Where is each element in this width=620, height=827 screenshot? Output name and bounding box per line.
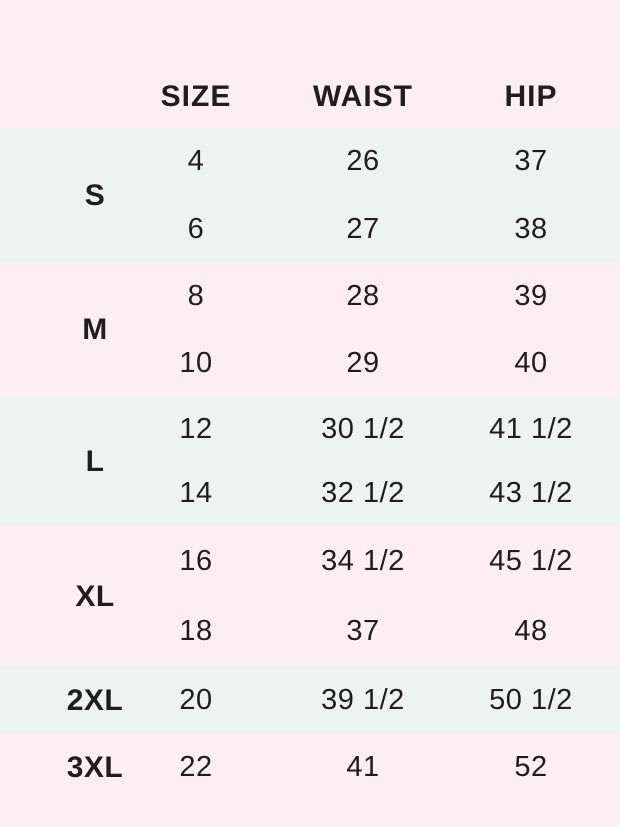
table-row: 22 41 52 (150, 734, 578, 801)
hip-cell: 39 (514, 280, 548, 312)
waist-cell: 29 (346, 347, 380, 379)
size-cell: 8 (187, 280, 205, 312)
waist-cell: 26 (346, 145, 380, 178)
size-cell: 10 (179, 347, 213, 379)
table-row: 20 39 1/2 50 1/2 (150, 667, 578, 734)
table-row: 4 26 37 (150, 128, 578, 196)
column-header-size: SIZE (160, 80, 232, 113)
hip-cell: 48 (514, 615, 548, 648)
column-header-waist: WAIST (313, 80, 413, 113)
row-group-m: M 8 28 39 10 29 40 (0, 263, 620, 397)
hip-cell: 37 (514, 145, 548, 178)
table-row: 10 29 40 (150, 330, 578, 397)
table-row: 16 34 1/2 45 1/2 (150, 526, 578, 597)
row-group-2xl: 2XL 20 39 1/2 50 1/2 (0, 667, 620, 734)
size-cell: 6 (187, 212, 205, 245)
table-row: 18 37 48 (150, 597, 578, 668)
table-header-row: SIZE WAIST HIP (0, 0, 620, 128)
waist-cell: 32 1/2 (321, 477, 405, 510)
row-group-label-2xl: 2XL (66, 683, 124, 717)
table-row: 6 27 38 (150, 196, 578, 264)
size-cell: 18 (179, 615, 213, 648)
row-group-3xl: 3XL 22 41 52 (0, 734, 620, 827)
row-group-s: S 4 26 37 6 27 38 (0, 128, 620, 263)
table-row: 8 28 39 (150, 263, 578, 330)
waist-cell: 30 1/2 (321, 412, 405, 445)
hip-cell: 41 1/2 (489, 412, 573, 445)
hip-cell: 38 (514, 212, 548, 245)
waist-cell: 28 (346, 280, 380, 312)
row-group-label-s: S (84, 178, 106, 212)
size-cell: 22 (179, 751, 213, 783)
hip-cell: 52 (514, 751, 548, 783)
size-cell: 16 (179, 544, 213, 577)
row-group-xl: XL 16 34 1/2 45 1/2 18 37 48 (0, 526, 620, 667)
size-cell: 4 (187, 145, 205, 178)
row-group-l: L 12 30 1/2 41 1/2 14 32 1/2 43 1/2 (0, 397, 620, 526)
waist-cell: 37 (346, 615, 380, 648)
table-row: 14 32 1/2 43 1/2 (150, 462, 578, 527)
size-cell: 12 (179, 412, 213, 445)
hip-cell: 45 1/2 (489, 544, 573, 577)
row-group-label-3xl: 3XL (66, 750, 124, 784)
waist-cell: 39 1/2 (321, 684, 405, 716)
row-group-label-xl: XL (75, 579, 115, 613)
hip-cell: 40 (514, 347, 548, 379)
column-header-hip: HIP (504, 80, 558, 113)
hip-cell: 43 1/2 (489, 477, 573, 510)
row-group-label-m: M (82, 313, 108, 346)
table-row: 12 30 1/2 41 1/2 (150, 397, 578, 462)
size-cell: 20 (179, 684, 213, 716)
waist-cell: 41 (346, 751, 380, 783)
waist-cell: 34 1/2 (321, 544, 405, 577)
waist-cell: 27 (346, 212, 380, 245)
size-cell: 14 (179, 477, 213, 510)
hip-cell: 50 1/2 (489, 684, 573, 716)
row-group-label-l: L (85, 444, 105, 478)
